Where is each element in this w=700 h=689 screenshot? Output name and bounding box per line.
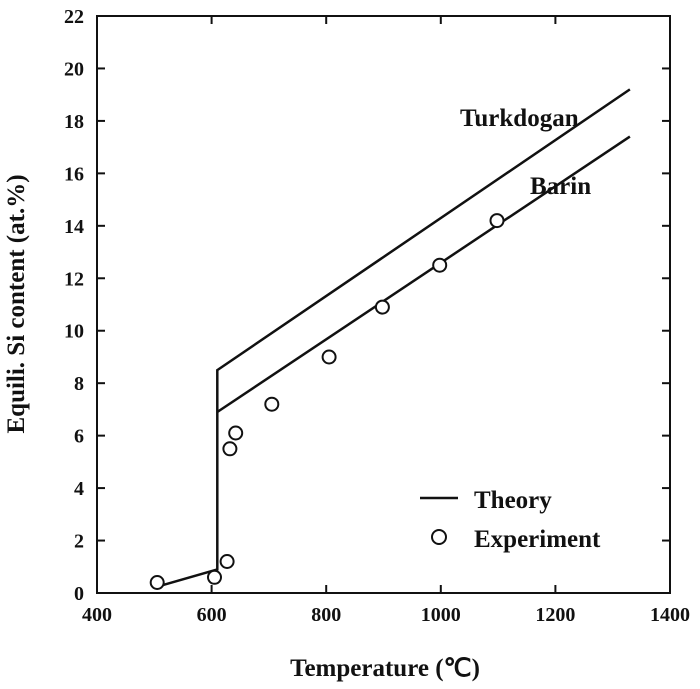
plot-frame — [96, 15, 671, 594]
tick-marks — [96, 15, 671, 594]
x-tick-label: 1200 — [535, 604, 575, 626]
experiment-point — [228, 425, 244, 441]
series-line-turkdogan — [162, 88, 631, 587]
legend-marker-swatch — [431, 529, 447, 545]
experiment-point — [219, 554, 235, 569]
annotation-turkdogan: Turkdogan — [460, 105, 579, 132]
series-line-barin — [216, 135, 631, 414]
tick-labels: 400 600 800 1000 1200 1400 0 2 4 6 8 10 12 14 16 18 20 22 — [64, 6, 690, 626]
series-lines — [162, 88, 631, 587]
experiment-point — [374, 299, 390, 315]
legend-experiment-label: Experiment — [474, 526, 601, 553]
experiment-point — [222, 441, 238, 457]
x-tick-label: 1000 — [421, 604, 461, 626]
experiment-point — [432, 257, 448, 273]
x-tick-label: 800 — [311, 604, 341, 626]
y-tick-label: 2 — [74, 531, 84, 553]
y-tick-label: 18 — [64, 111, 84, 133]
x-tick-label: 600 — [197, 604, 227, 626]
y-tick-label: 6 — [74, 426, 84, 448]
experiment-markers — [149, 213, 505, 590]
experiment-point — [321, 349, 337, 365]
experiment-point — [489, 213, 505, 229]
legend-theory-label: Theory — [474, 487, 552, 514]
legend: Theory Experiment — [420, 487, 601, 553]
y-tick-label: 8 — [74, 373, 84, 395]
y-tick-label: 20 — [64, 58, 84, 80]
experiment-point — [264, 396, 280, 412]
x-tick-label: 1400 — [650, 604, 690, 626]
y-tick-label: 14 — [64, 216, 84, 238]
y-tick-label: 12 — [64, 268, 84, 290]
y-tick-label: 10 — [64, 321, 84, 343]
x-axis-title: Temperature (℃) — [290, 655, 480, 682]
annotation-barin: Barin — [530, 173, 591, 200]
experiment-point — [149, 575, 165, 590]
x-tick-label: 400 — [82, 604, 112, 626]
y-tick-label: 4 — [74, 478, 84, 500]
experiment-point — [207, 569, 222, 585]
y-tick-label: 16 — [64, 163, 84, 185]
y-tick-label: 0 — [74, 583, 84, 605]
y-axis-title: Equili. Si content (at.%) — [3, 174, 30, 433]
y-tick-label: 22 — [64, 6, 84, 28]
